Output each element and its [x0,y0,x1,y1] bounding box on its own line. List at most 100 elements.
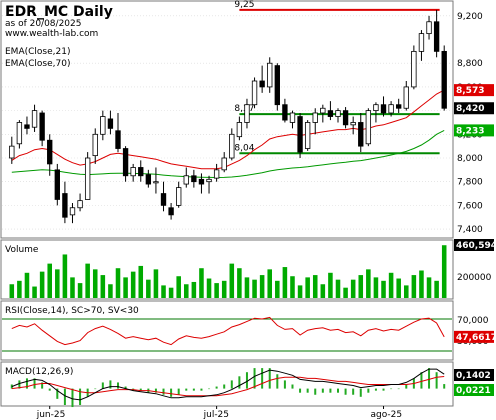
macd-histogram-bar [101,382,104,389]
candle-body [282,104,288,121]
macd-value-tag: 0,1402 [456,371,491,381]
ema70-value-tag-bg [454,124,494,137]
macd-histogram-bar [321,388,324,393]
macd-histogram-bar [337,388,339,393]
macd-histogram-bar [261,368,264,389]
macd-histogram-bar [352,388,355,395]
macd-hist-value-tag-bg [454,384,494,396]
macd-histogram-bar [18,380,21,389]
ema21-legend: EMA(Close,21) [5,47,70,57]
macd-histogram-bar [154,388,157,393]
ema21-line [11,89,445,170]
website-label: www.wealth-lab.com [5,29,98,39]
macd-histogram-bar [405,384,408,389]
macd-histogram-bar [291,384,294,389]
volume-bar [350,279,356,298]
candle-body [236,122,243,138]
price-tick-label: 7,600 [457,201,483,211]
candle-body [62,193,68,218]
candle-body [426,21,432,35]
macd-histogram-bar [117,382,119,389]
volume-bar [153,269,159,298]
volume-bar [396,278,401,298]
macd-histogram-bar [382,388,385,391]
x-axis-label: ago-25 [371,410,403,420]
candle-body [160,193,167,206]
macd-histogram-bar [25,378,28,389]
volume-bar [229,263,235,298]
volume-bar [199,268,204,298]
candle-body [153,181,159,184]
chart-title: EDR_MC Daily [5,4,113,20]
volume-bar [9,284,15,298]
volume-bar [426,277,432,298]
candle-body [213,169,220,179]
candle-body [358,122,364,147]
candle-body [84,157,91,200]
x-axis-label: jul-25 [203,410,229,420]
macd-histogram-bar [162,388,165,395]
macd-histogram-bar [314,388,317,395]
candle-body [335,110,341,117]
candle-body [198,178,205,185]
volume-tick-label: 200000 [457,273,492,283]
price-tick-label: 9,200 [457,12,483,22]
volume-bar [252,279,257,298]
candle-body [92,133,98,157]
candle-body [122,148,129,177]
volume-bar [267,269,272,298]
candle-body [77,200,83,209]
macd-histogram-bar [306,388,309,393]
volume-bar [244,277,250,298]
price-tick-label: 8,800 [457,59,483,69]
candle-body [31,110,38,128]
rsi-title: RSI(Close,14), SC>70, SV<30 [5,306,139,316]
candle-body [327,110,334,117]
candle-body [54,169,60,200]
macd-hist-value-tag: 0,0221 [456,386,491,396]
price-panel [0,0,454,239]
candle-body [251,80,258,106]
macd-histogram-bar [428,368,431,389]
price-tick-label: 7,400 [457,225,483,235]
volume-bar [115,268,121,298]
macd-histogram-bar [139,388,142,391]
volume-value-tag-bg [454,239,494,251]
rsi-tick-high: 70,000 [457,316,489,326]
volume-bar [55,269,60,298]
macd-histogram-bar [359,388,362,397]
candle-body [176,187,182,206]
macd-histogram-bar [276,374,279,389]
volume-bar [328,272,333,298]
volume-bar [290,276,295,298]
volume-bar [39,271,45,298]
macd-title: MACD(12,26,9) [5,367,73,377]
candle-body [145,174,152,185]
macd-histogram-bar [329,388,332,393]
macd-histogram-bar [63,388,66,405]
volume-bar [404,285,409,298]
macd-histogram-bar [124,386,127,389]
candle-body [380,104,387,114]
volume-bar [191,281,197,298]
candle-body [267,62,273,88]
macd-histogram-bar [170,388,173,397]
volume-bar [419,270,424,298]
macd-histogram-bar [374,388,377,391]
volume-bar [62,254,68,298]
macd-histogram-bar [71,388,74,408]
macd-histogram-bar [268,368,271,389]
candle-body [388,104,394,114]
volume-bar [434,280,439,298]
candle-body [289,112,296,123]
candle-body [130,167,136,177]
volume-bar [214,283,219,298]
macd-histogram-bar [208,388,211,390]
candle-body [16,122,23,145]
macd-value-tag-bg [454,369,494,381]
volume-bar [24,272,30,298]
macd-histogram-bar [185,388,188,391]
volume-bar [441,245,447,298]
ema21-value-tag-bg [454,84,494,97]
